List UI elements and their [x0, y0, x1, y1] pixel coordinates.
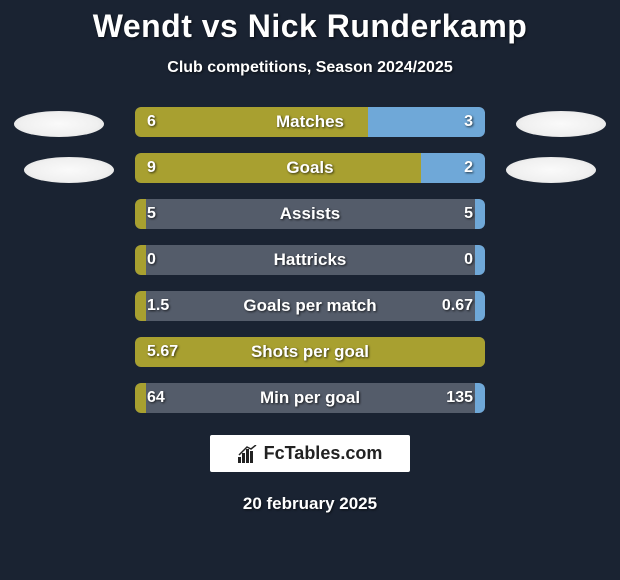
footer-date: 20 february 2025	[243, 494, 377, 514]
player2-avatar-shadow-bottom	[506, 157, 596, 183]
stat-bar-left	[135, 245, 146, 275]
page-title: Wendt vs Nick Runderkamp	[93, 8, 528, 45]
stat-value-left: 6	[147, 113, 156, 131]
stat-bar-right	[475, 199, 486, 229]
player1-avatar-shadow-bottom	[24, 157, 114, 183]
stat-bar-right	[421, 153, 485, 183]
stat-row: 64 135 Min per goal	[135, 383, 485, 413]
stat-value-left: 64	[147, 389, 165, 407]
stat-value-left: 5.67	[147, 343, 178, 361]
stat-label: Goals per match	[243, 296, 376, 316]
stat-row: 9 2 Goals	[135, 153, 485, 183]
stat-value-right: 135	[446, 389, 473, 407]
stat-row: 6 3 Matches	[135, 107, 485, 137]
stat-row: 5.67 Shots per goal	[135, 337, 485, 367]
stat-bars: 6 3 Matches 9 2 Goals 5 5 Assists 0 0 Hattricks 1.5 0…	[135, 107, 485, 413]
stat-bar-right	[475, 245, 486, 275]
stat-label: Goals	[286, 158, 333, 178]
brand-chart-icon	[238, 445, 258, 463]
player2-avatar-shadow-top	[516, 111, 606, 137]
stat-label: Shots per goal	[251, 342, 369, 362]
stat-label: Matches	[276, 112, 344, 132]
stat-label: Min per goal	[260, 388, 360, 408]
stat-bar-left	[135, 383, 146, 413]
stat-bar-left	[135, 199, 146, 229]
brand-badge[interactable]: FcTables.com	[210, 435, 411, 472]
stat-value-left: 1.5	[147, 297, 169, 315]
stat-row: 1.5 0.67 Goals per match	[135, 291, 485, 321]
stat-value-right: 5	[464, 205, 473, 223]
page-subtitle: Club competitions, Season 2024/2025	[167, 59, 452, 77]
stats-area: 6 3 Matches 9 2 Goals 5 5 Assists 0 0 Hattricks 1.5 0…	[0, 107, 620, 413]
stat-row: 5 5 Assists	[135, 199, 485, 229]
stat-bar-left	[135, 291, 146, 321]
brand-text: FcTables.com	[264, 443, 383, 464]
stat-bar-left	[135, 153, 421, 183]
stat-value-left: 5	[147, 205, 156, 223]
stat-bar-right	[475, 383, 486, 413]
stat-label: Assists	[280, 204, 340, 224]
stat-value-right: 0	[464, 251, 473, 269]
stat-label: Hattricks	[274, 250, 347, 270]
stat-value-left: 9	[147, 159, 156, 177]
player1-avatar-shadow-top	[14, 111, 104, 137]
stat-value-left: 0	[147, 251, 156, 269]
stat-row: 0 0 Hattricks	[135, 245, 485, 275]
stat-value-right: 0.67	[442, 297, 473, 315]
stat-bar-right	[475, 291, 486, 321]
stat-value-right: 2	[464, 159, 473, 177]
stat-value-right: 3	[464, 113, 473, 131]
